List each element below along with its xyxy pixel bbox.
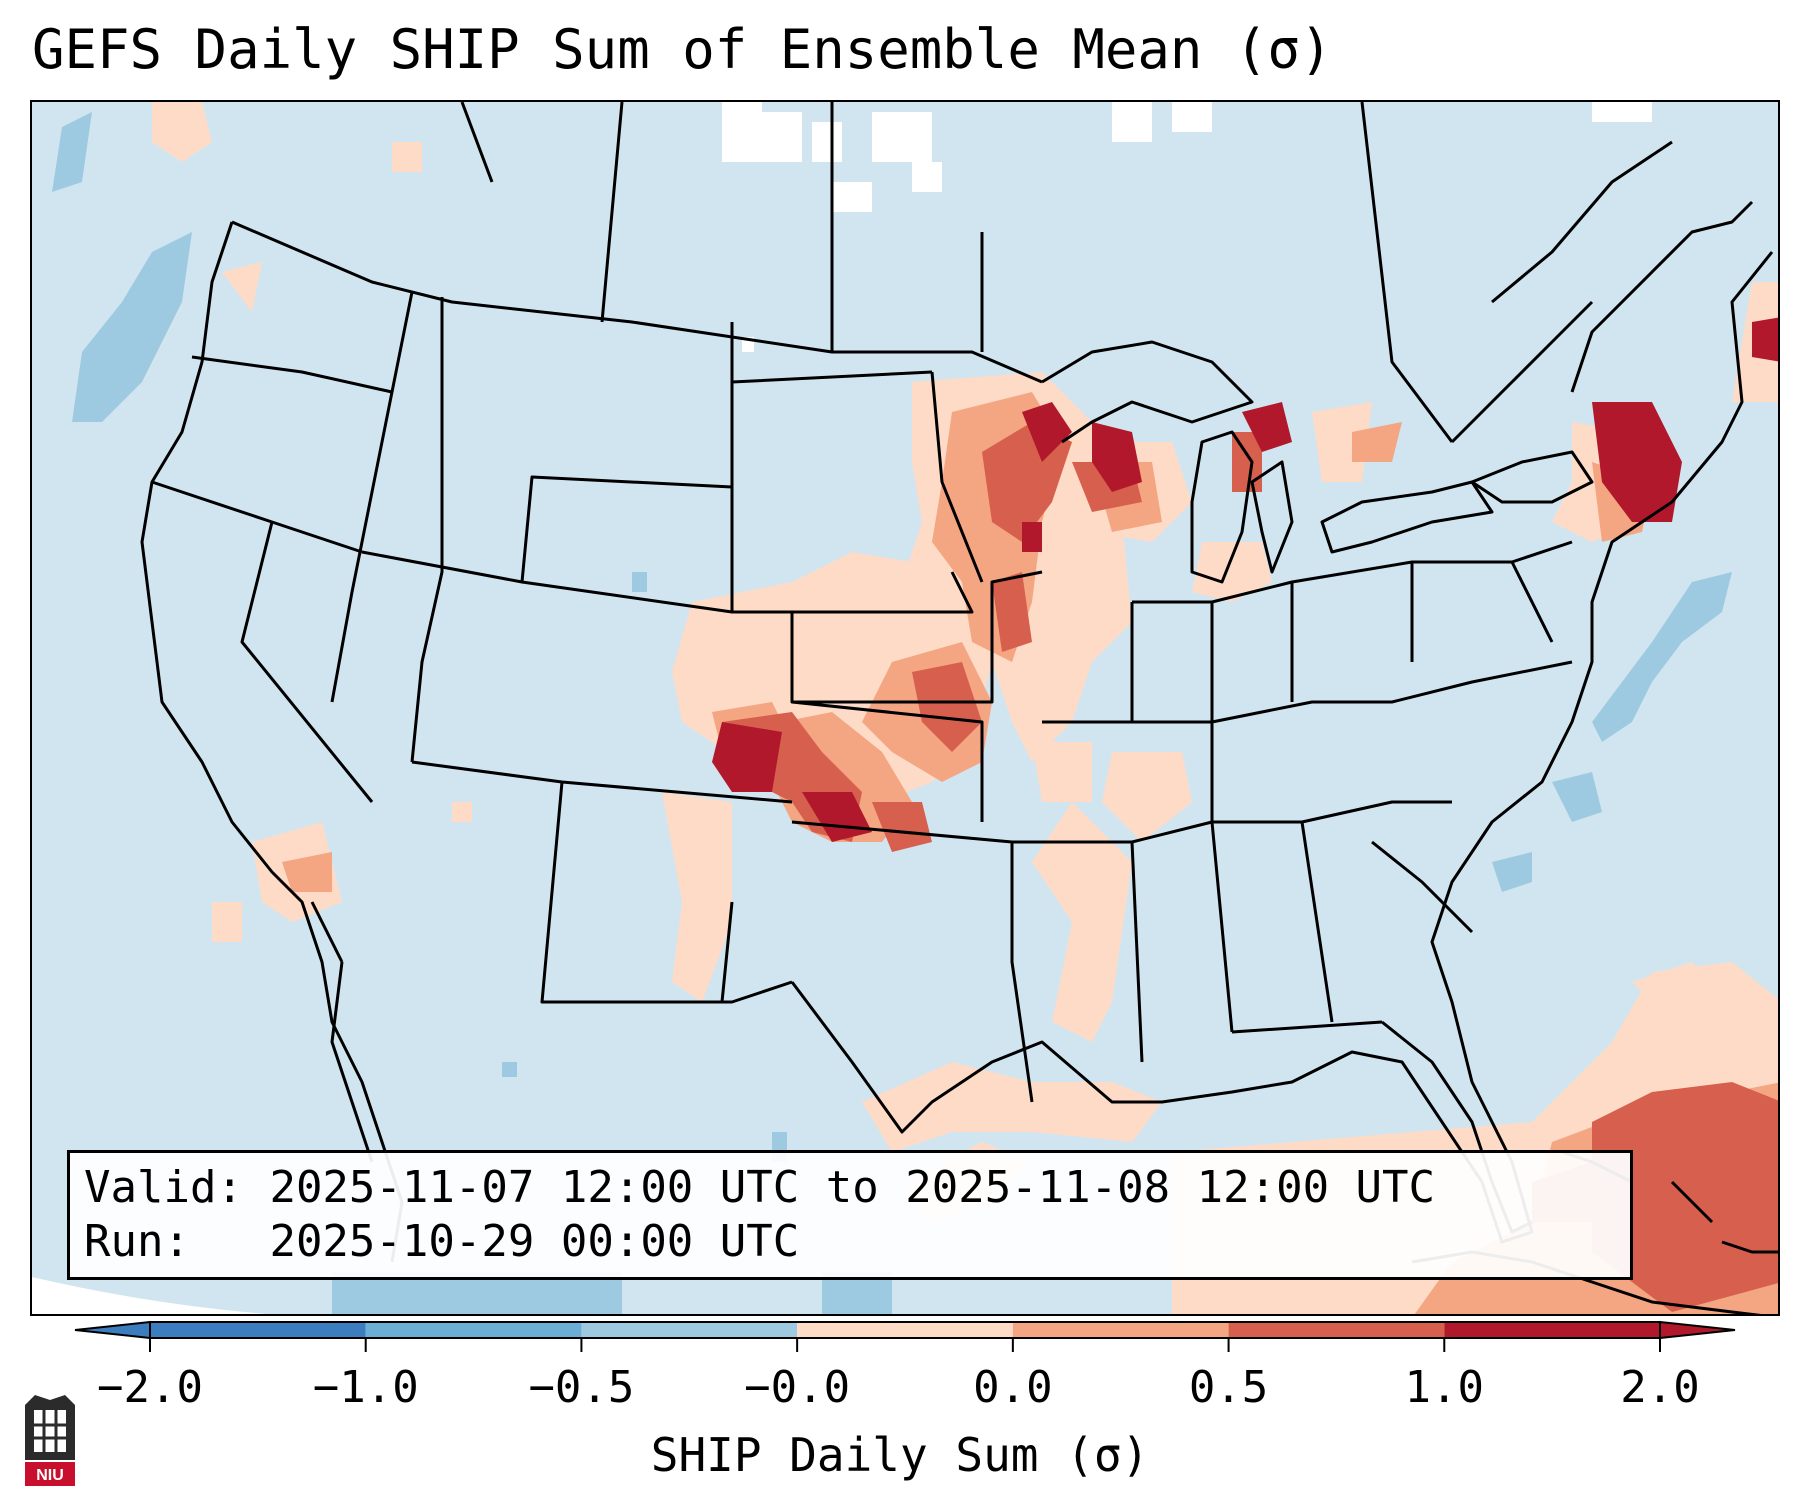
valid-label: Valid: xyxy=(84,1162,243,1213)
colorbar-bin xyxy=(797,1322,1013,1338)
colorbar-bin xyxy=(581,1322,798,1338)
colorbar-bin xyxy=(1228,1322,1445,1338)
colorbar-bin xyxy=(1012,1322,1229,1338)
colorbar-tick-label: 0.0 xyxy=(973,1362,1053,1413)
map-title: GEFS Daily SHIP Sum of Ensemble Mean (σ) xyxy=(32,18,1333,81)
colorbar-label: SHIP Daily Sum (σ) xyxy=(650,1428,1150,1482)
colorbar-extend-high xyxy=(1659,1320,1736,1340)
colorbar-tick-label: 2.0 xyxy=(1620,1362,1700,1413)
colorbar-tick-label: −2.0 xyxy=(97,1362,203,1413)
state-boundaries xyxy=(140,102,1778,1314)
map-canvas xyxy=(32,102,1778,1314)
colorbar-ticks xyxy=(149,1338,1661,1352)
niu-logo-text: NIU xyxy=(36,1467,64,1484)
colorbar-tick-label: −0.5 xyxy=(528,1362,635,1413)
valid-value: 2025-11-07 12:00 UTC to 2025-11-08 12:00… xyxy=(269,1162,1436,1213)
validity-info-box: Valid: 2025-11-07 12:00 UTC to 2025-11-0… xyxy=(67,1150,1633,1280)
colorbar-tick-label: 0.5 xyxy=(1188,1362,1269,1413)
white-patches xyxy=(722,102,1652,352)
colorbar-tick-label: −1.0 xyxy=(312,1362,419,1413)
extreme-positive-patches xyxy=(712,317,1778,842)
colorbar-tick-label: −0.0 xyxy=(744,1362,851,1413)
colorbar xyxy=(74,1320,1736,1352)
colorbar-extend-low xyxy=(74,1320,151,1340)
colorbar-bin xyxy=(150,1322,366,1338)
colorbar-bin xyxy=(365,1322,582,1338)
run-value: 2025-10-29 00:00 UTC xyxy=(269,1216,800,1267)
colorbar-bin xyxy=(1444,1322,1660,1338)
run-label: Run: xyxy=(84,1216,190,1267)
projection-edge-left xyxy=(32,1277,267,1314)
colorbar-outline xyxy=(149,1321,1661,1339)
niu-logo: NIU xyxy=(25,1395,75,1486)
map-panel xyxy=(30,100,1780,1316)
colorbar-bins xyxy=(74,1320,1736,1340)
colorbar-tick-label: 1.0 xyxy=(1404,1362,1485,1413)
